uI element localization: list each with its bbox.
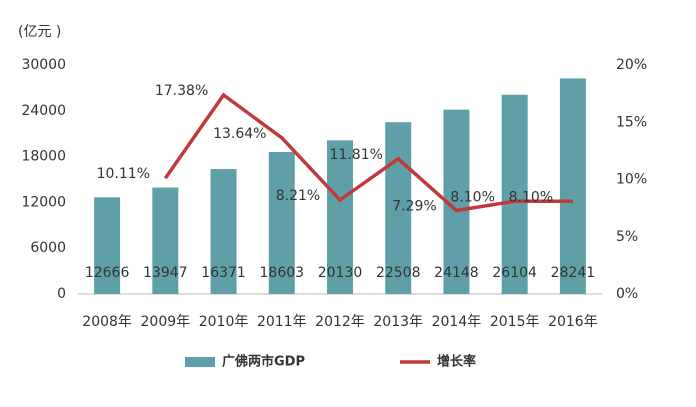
y2-tick-label: 10% — [616, 172, 647, 188]
bar-value-label: 20130 — [318, 265, 363, 281]
line — [163, 92, 573, 213]
legend-label: 增长率 — [437, 354, 476, 370]
y-axis-label: (亿元 ) — [18, 24, 61, 40]
bar-value-label: 28241 — [551, 265, 596, 281]
bar-value-label: 16371 — [201, 265, 246, 281]
y2-tick-label: 15% — [616, 114, 647, 130]
line-value-label: 13.64% — [213, 126, 266, 142]
y2-tick-label: 0% — [616, 286, 638, 302]
y-tick-label: 30000 — [21, 57, 66, 73]
x-tick-label: 2013年 — [373, 314, 423, 330]
bar — [210, 169, 237, 294]
x-tick-label: 2016年 — [548, 314, 598, 330]
y-tick-label: 0 — [57, 286, 66, 302]
y2-tick-label: 5% — [616, 229, 638, 245]
line-value-label: 8.10% — [450, 189, 494, 205]
x-tick-label: 2009年 — [141, 314, 191, 330]
bar — [268, 151, 295, 294]
bar-value-label: 12666 — [85, 265, 130, 281]
x-tick-label: 2010年 — [199, 314, 249, 330]
y-tick-label: 12000 — [21, 194, 66, 210]
bar — [385, 122, 412, 294]
bar — [327, 140, 353, 294]
x-tick-label: 2012年 — [315, 314, 365, 330]
line-value-label: 11.81% — [330, 147, 383, 163]
bar-value-label: 26104 — [492, 265, 537, 281]
y-tick-label: 24000 — [21, 103, 66, 119]
bar — [94, 197, 121, 294]
bar-value-label: 22508 — [376, 265, 421, 281]
y-tick-label: 6000 — [30, 240, 66, 256]
x-tick-label: 2011年 — [257, 314, 307, 330]
bar — [152, 187, 179, 294]
y2-tick-label: 20% — [616, 57, 647, 73]
line-value-label: 7.29% — [392, 199, 436, 215]
bar-value-label: 13947 — [143, 265, 188, 281]
line-value-label: 10.11% — [97, 166, 150, 182]
bar-value-label: 18603 — [260, 265, 305, 281]
line-value-label: 8.10% — [509, 189, 553, 205]
bar — [559, 78, 586, 294]
x-tick-label: 2008年 — [82, 314, 132, 330]
legend-swatch — [185, 357, 215, 367]
legend-label: 广佛两市GDP — [222, 354, 305, 370]
y-tick-label: 18000 — [21, 149, 66, 165]
x-tick-label: 2015年 — [490, 314, 540, 330]
bar-value-label: 24148 — [434, 265, 479, 281]
line-value-label: 8.21% — [276, 188, 320, 204]
bar — [501, 94, 528, 294]
line-value-label: 17.38% — [155, 83, 208, 99]
x-tick-label: 2014年 — [432, 314, 482, 330]
